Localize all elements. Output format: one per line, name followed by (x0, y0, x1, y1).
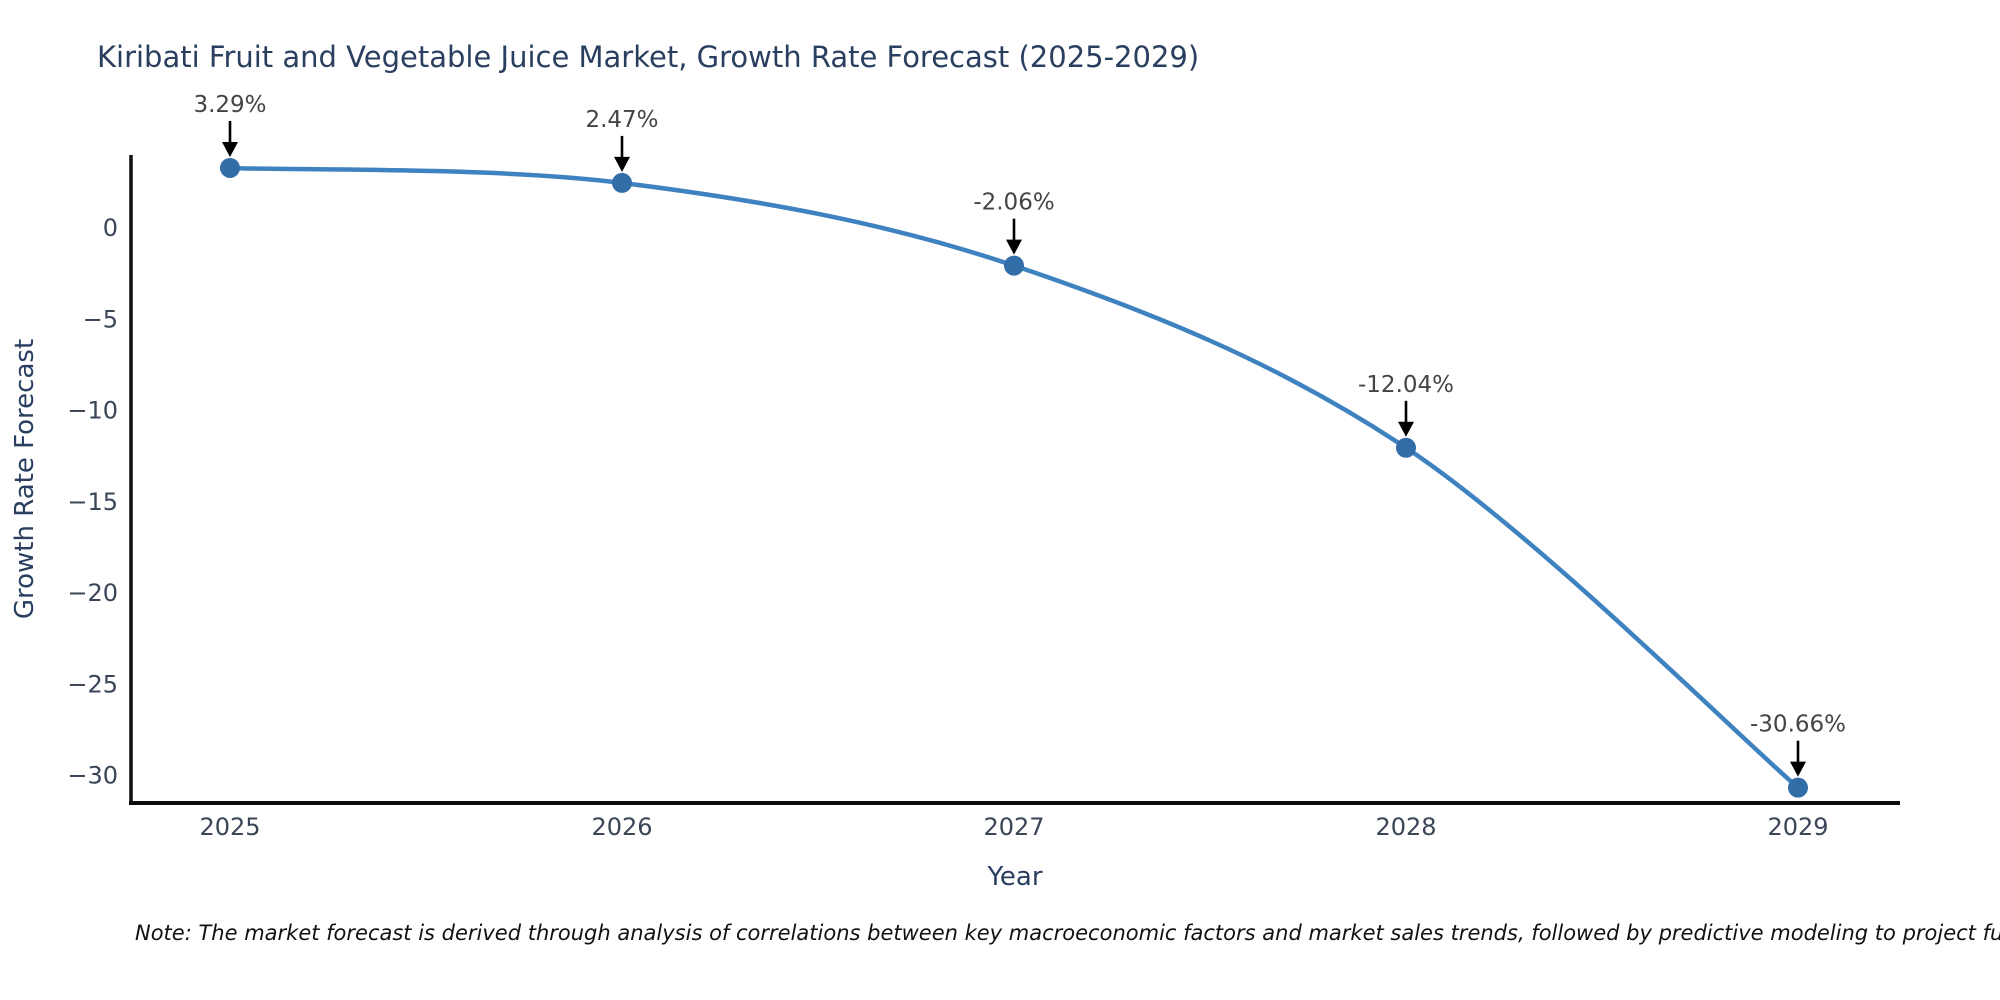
data-point-marker (1004, 255, 1024, 276)
x-axis-title: Year (987, 862, 1043, 892)
data-point-marker (220, 157, 240, 178)
point-annotation: 3.29% (193, 92, 266, 118)
point-annotation: 2.47% (585, 107, 658, 133)
series-line (227, 165, 1801, 790)
data-point-marker (612, 172, 632, 193)
x-tick-label: 2026 (591, 813, 652, 841)
y-tick-label: −10 (67, 397, 118, 425)
annotation-arrowhead-icon (1006, 239, 1022, 255)
data-point-marker (1788, 777, 1808, 798)
annotation-arrowhead-icon (1790, 761, 1806, 777)
y-tick-label: −5 (83, 305, 118, 333)
data-point-marker (1396, 437, 1416, 458)
point-annotation: -30.66% (1750, 712, 1846, 738)
y-tick-label: 0 (103, 214, 118, 242)
annotation-arrowhead-icon (222, 141, 238, 157)
chart-title: Kiribati Fruit and Vegetable Juice Marke… (97, 40, 1200, 74)
x-tick-label: 2028 (1375, 813, 1436, 841)
y-tick-label: −30 (67, 762, 118, 790)
y-tick-label: −25 (67, 670, 118, 698)
annotation-arrowhead-icon (1398, 421, 1414, 437)
footnote: Note: The market forecast is derived thr… (135, 921, 2000, 945)
x-tick-label: 2029 (1767, 813, 1828, 841)
y-tick-label: −15 (67, 488, 118, 516)
x-tick-label: 2025 (199, 813, 260, 841)
annotation-arrowhead-icon (614, 156, 630, 172)
x-tick-label: 2027 (983, 813, 1044, 841)
point-annotation: -12.04% (1358, 372, 1454, 398)
y-tick-label: −20 (67, 579, 118, 607)
point-annotation: -2.06% (973, 190, 1054, 216)
